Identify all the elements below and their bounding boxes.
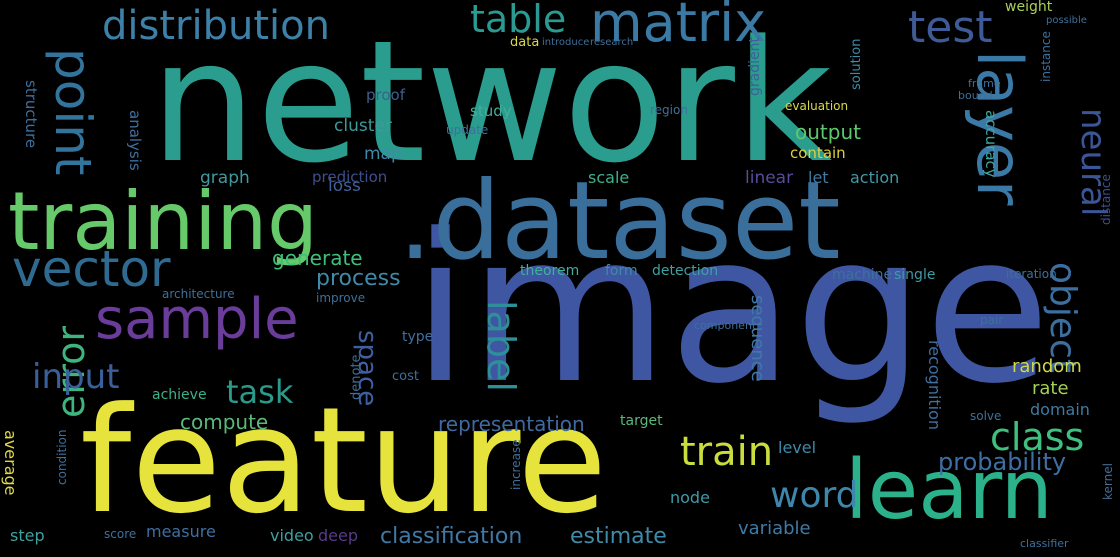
word-table: table <box>470 0 567 41</box>
word-machine: machine <box>832 267 893 283</box>
word-training: training <box>8 175 318 268</box>
word-estimate: estimate <box>570 524 667 549</box>
word-graph: graph <box>200 168 250 188</box>
word-let: let <box>808 168 829 187</box>
word-recognition: recognition <box>925 340 944 431</box>
word-vector: vector <box>12 240 171 298</box>
word-level: level <box>778 438 817 457</box>
word-data: data <box>510 35 540 50</box>
word-single: single <box>894 267 936 283</box>
word-bound: bound <box>958 89 993 102</box>
word-compute: compute <box>180 410 269 434</box>
word-label: label <box>479 300 523 392</box>
word-linear: linear <box>745 168 794 188</box>
word-region: region <box>650 103 688 117</box>
word-achieve: achieve <box>152 387 207 403</box>
word-prediction: prediction <box>312 168 388 186</box>
word-output: output <box>795 120 861 144</box>
word-analysis: analysis <box>126 110 144 171</box>
word-form: form <box>605 263 638 279</box>
word-component: component <box>694 319 757 332</box>
word-loss: loss <box>328 176 361 196</box>
word-cost: cost <box>392 369 419 384</box>
word-scale: scale <box>588 168 630 187</box>
word-dataset: .dataset <box>398 159 841 284</box>
word-update: update <box>446 123 489 137</box>
word-probability: probability <box>938 448 1067 476</box>
word-video: video <box>270 526 314 545</box>
word-learn: learn <box>845 443 1053 538</box>
word-score: score <box>104 527 137 541</box>
word-input: input <box>32 357 120 397</box>
word-instance: instance <box>1039 31 1053 82</box>
word-improve: improve <box>316 291 366 305</box>
word-word: word <box>770 475 859 516</box>
word-theorem: theorem <box>520 263 580 279</box>
word-process: process <box>316 266 401 291</box>
word-research: research <box>590 37 634 48</box>
word-network: network <box>150 4 833 200</box>
word-solve: solve <box>970 409 1002 423</box>
word-evaluation: evaluation <box>785 99 849 113</box>
word-distance: distance <box>1099 174 1113 225</box>
word-pair: pair <box>980 313 1004 327</box>
word-matrix: matrix <box>590 0 767 54</box>
word-introduce: introduce <box>542 37 590 48</box>
word-action: action <box>850 168 900 187</box>
word-possible: possible <box>1046 15 1087 26</box>
word-classifier: classifier <box>1020 537 1069 550</box>
word-test: test <box>908 2 993 53</box>
word-condition: condition <box>55 429 69 485</box>
word-denote: denote <box>349 354 364 400</box>
word-solution: solution <box>849 38 864 90</box>
word-sequence: sequence <box>747 295 768 382</box>
word-train: train <box>680 429 774 475</box>
word-image: image <box>412 191 1051 429</box>
word-deep: deep <box>318 526 358 545</box>
word-point: point <box>44 48 102 176</box>
word-distribution: distribution <box>102 3 330 49</box>
word-random: random <box>1012 356 1082 377</box>
word-measure: measure <box>146 522 216 541</box>
word-accuracy: accuracy <box>982 110 1000 178</box>
word-node: node <box>670 488 710 507</box>
word-average: average <box>1 430 20 496</box>
word-proof: proof <box>366 86 405 104</box>
word-step: step <box>10 526 45 545</box>
word-map: map <box>364 144 402 164</box>
word-iteration: iteration <box>1006 267 1057 281</box>
word-kernel: kernel <box>1101 463 1115 500</box>
word-weight: weight <box>1005 0 1053 15</box>
word-feature: feature <box>80 376 608 546</box>
word-target: target <box>620 413 663 429</box>
word-structure: structure <box>22 80 40 149</box>
word-domain: domain <box>1030 400 1090 419</box>
word-frame: frame <box>968 77 1001 90</box>
word-generate: generate <box>272 246 363 270</box>
word-sample: sample <box>95 287 299 352</box>
word-classification: classification <box>380 524 523 549</box>
word-rate: rate <box>1032 378 1069 399</box>
word-variable: variable <box>738 518 811 539</box>
word-type: type <box>402 329 434 345</box>
word-gradient: gradient <box>747 37 763 96</box>
word-task: task <box>226 373 294 411</box>
word-class: class <box>990 415 1085 459</box>
word-contain: contain <box>790 144 846 162</box>
word-cluster: cluster <box>334 116 392 136</box>
word-study: study <box>470 102 512 120</box>
word-detection: detection <box>652 263 719 279</box>
word-increase: increase <box>509 439 523 490</box>
word-architecture: architecture <box>162 287 235 301</box>
word-representation: representation <box>438 412 585 436</box>
